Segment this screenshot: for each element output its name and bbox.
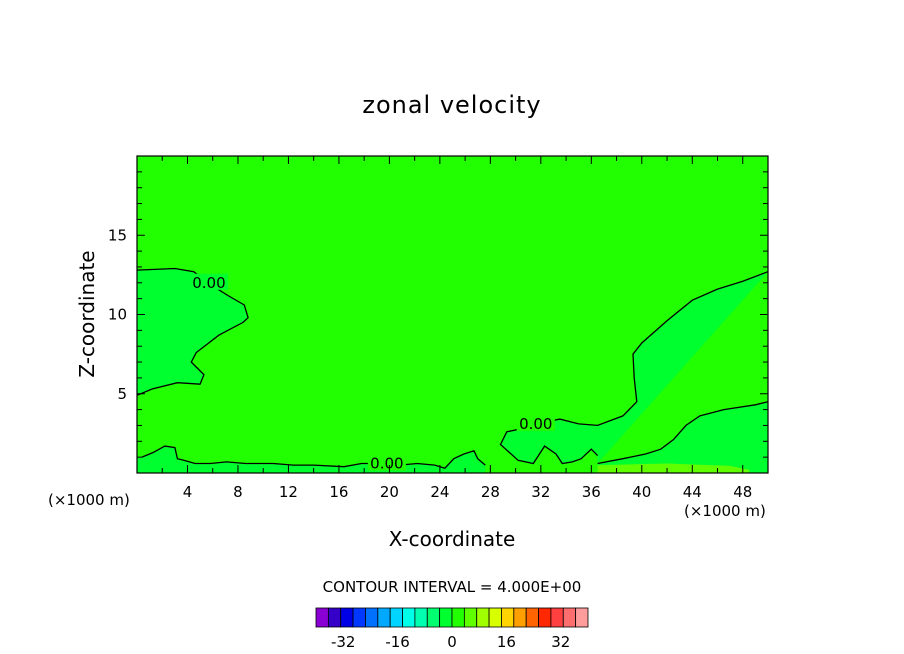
colorbar-swatch	[439, 607, 453, 628]
colorbar-swatch	[340, 607, 354, 628]
x-tick-label: 24	[430, 483, 449, 501]
positive-region-bottom-right	[597, 463, 750, 473]
colorbar-label: 0	[447, 633, 457, 651]
colorbar-swatch	[315, 607, 329, 628]
plot-area: 0.00 0.00 0.00	[136, 155, 769, 474]
contour-line-bottom-band	[141, 445, 486, 469]
x-tick-label: 44	[683, 483, 702, 501]
contour-interval-label: CONTOUR INTERVAL = 4.000E+00	[323, 578, 582, 596]
x-tick-label: 28	[481, 483, 500, 501]
colorbar-swatch	[513, 607, 527, 628]
y-tick-labels: 5 10 15	[108, 226, 127, 403]
x-tick-label: 32	[531, 483, 550, 501]
colorbar-swatch	[550, 607, 564, 628]
colorbar-swatch	[451, 607, 465, 628]
x-tick-label: 36	[582, 483, 601, 501]
colorbar-swatch	[414, 607, 428, 628]
x-axis-label: X-coordinate	[389, 527, 516, 551]
colorbar-swatch	[538, 607, 552, 628]
contour-labels: 0.00 0.00 0.00	[189, 273, 555, 472]
x-tick-labels: 4 8 12 16 20 24 28 32 36 40 44 48	[183, 483, 753, 501]
colorbar-swatch	[463, 607, 478, 628]
colorbar-swatch	[562, 607, 577, 628]
contour-line-right-lower	[597, 401, 769, 465]
colorbar-swatch	[476, 607, 490, 628]
y-tick-label: 10	[108, 306, 127, 324]
chart-title: zonal velocity	[362, 91, 541, 119]
colorbar-swatch	[365, 607, 379, 628]
x-tick-label: 4	[183, 483, 193, 501]
colorbar-swatch	[426, 607, 441, 628]
colorbar-swatch	[352, 607, 366, 628]
negative-region-upper-left	[137, 268, 249, 396]
colorbar-swatch	[525, 607, 539, 628]
colorbar-label: 16	[497, 633, 516, 651]
colorbar-swatch	[377, 607, 391, 628]
tick-marks	[137, 156, 768, 473]
colorbar-swatch	[327, 607, 342, 628]
colorbar-swatch	[501, 607, 515, 628]
contour-label-bg	[367, 454, 406, 471]
x-tick-label: 16	[329, 483, 348, 501]
x-tick-label: 20	[380, 483, 399, 501]
colorbar-label: -32	[331, 633, 356, 651]
contour-label-bg	[516, 414, 555, 431]
colorbar-labels: -32 -16 0 16 32	[331, 633, 570, 651]
colorbar-swatch	[488, 607, 502, 628]
y-axis-label: Z-coordinate	[75, 250, 99, 377]
contour-label: 0.00	[192, 274, 225, 292]
contour-label: 0.00	[370, 454, 403, 472]
y-tick-label: 15	[108, 226, 127, 244]
colorbar-label: -16	[385, 633, 410, 651]
colorbar-swatch	[575, 607, 589, 628]
x-tick-label: 12	[279, 483, 298, 501]
colorbar-swatch	[402, 607, 416, 628]
x-unit-label-left: (×1000 m)	[48, 491, 130, 509]
contour-label: 0.00	[519, 415, 552, 433]
x-tick-label: 40	[632, 483, 651, 501]
x-tick-label: 48	[733, 483, 752, 501]
colorbar	[315, 607, 589, 628]
colorbar-swatch	[389, 607, 403, 628]
y-tick-label: 5	[117, 385, 127, 403]
contour-label-bg	[189, 273, 228, 290]
colorbar-label: 32	[551, 633, 570, 651]
x-tick-label: 8	[233, 483, 243, 501]
x-unit-label-right: (×1000 m)	[684, 502, 766, 520]
